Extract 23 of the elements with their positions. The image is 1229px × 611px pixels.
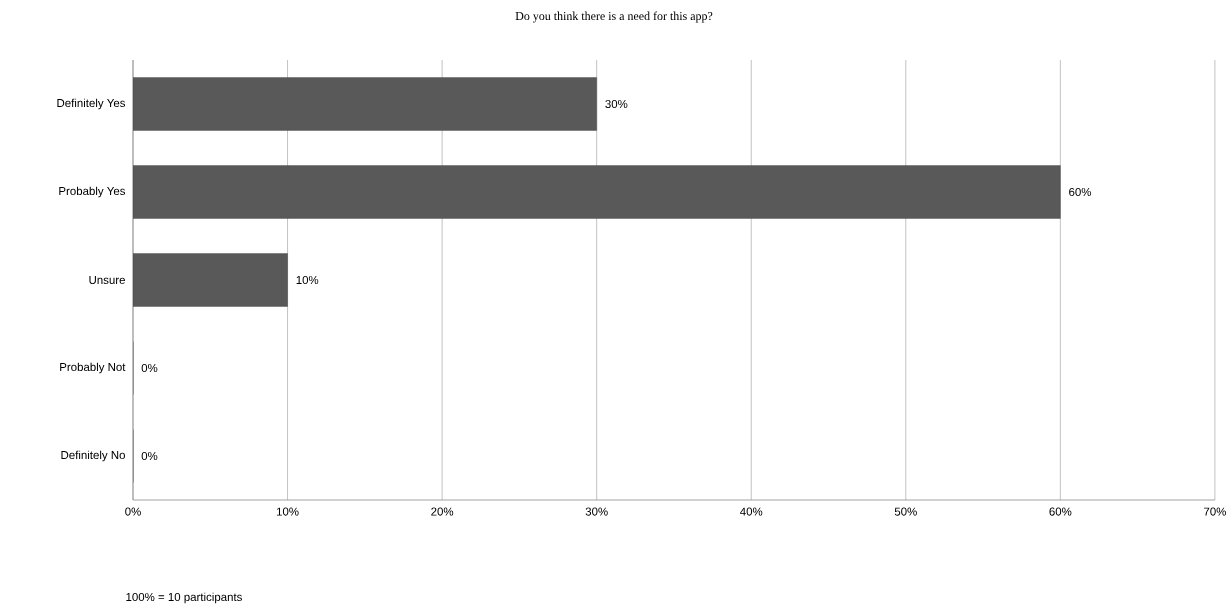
bar (133, 77, 597, 131)
text: 100% = 10 participants (126, 592, 242, 604)
y-tick-label: Definitely No (61, 450, 125, 462)
x-tick-label: 40% (740, 507, 763, 516)
x-tick-label: 50% (894, 507, 917, 516)
y-tick-label: Unsure (89, 276, 125, 284)
chart-title: Do you think there is a need for this app? (515, 11, 713, 23)
x-tick-label: 20% (431, 507, 454, 516)
x-tick-label: 60% (1049, 507, 1072, 516)
x-tick-label: 70% (1204, 507, 1226, 516)
y-tick-label: Probably Not (60, 362, 126, 374)
x-tick-label: 30% (585, 507, 608, 516)
data-label: 10% (296, 275, 319, 285)
x-tick-label: 0% (125, 507, 141, 516)
bar (133, 253, 288, 307)
y-tick-label: Definitely Yes (57, 98, 126, 110)
bar (133, 165, 1061, 219)
x-tick-label: 10% (276, 507, 299, 516)
data-label: 0% (141, 451, 158, 461)
data-label: 30% (605, 99, 628, 109)
data-label: 0% (141, 363, 158, 373)
y-tick-label: Probably Yes (59, 186, 126, 198)
data-label: 60% (1069, 187, 1092, 197)
